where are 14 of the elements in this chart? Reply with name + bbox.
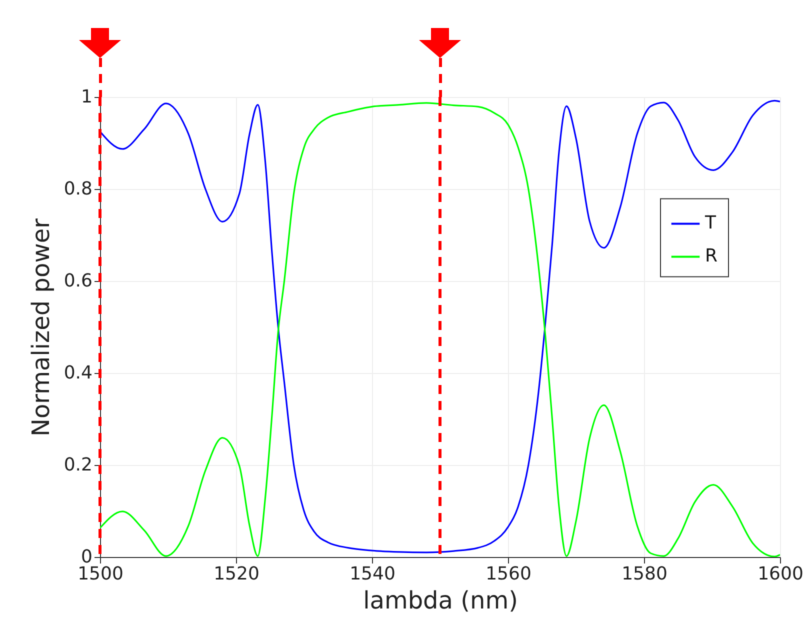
x-tick-label: 1600 (758, 564, 804, 584)
y-tick-label: 0.8 (64, 178, 92, 200)
y-tick-label: 0.6 (64, 270, 92, 292)
y-tick-label: 0.2 (64, 454, 92, 476)
y-tick-label: 1 (81, 86, 92, 108)
legend-label: R (705, 246, 718, 267)
legend-label: T (704, 212, 717, 234)
x-axis-title: lambda (nm) (363, 586, 518, 614)
x-tick-label: 1560 (486, 564, 532, 584)
x-tick-label: 1540 (350, 564, 396, 584)
x-tick-label: 1580 (622, 564, 668, 584)
y-axis-title: Normalized power (26, 218, 55, 436)
x-tick-label: 1520 (214, 564, 260, 584)
y-tick-label: 0.4 (64, 362, 92, 384)
